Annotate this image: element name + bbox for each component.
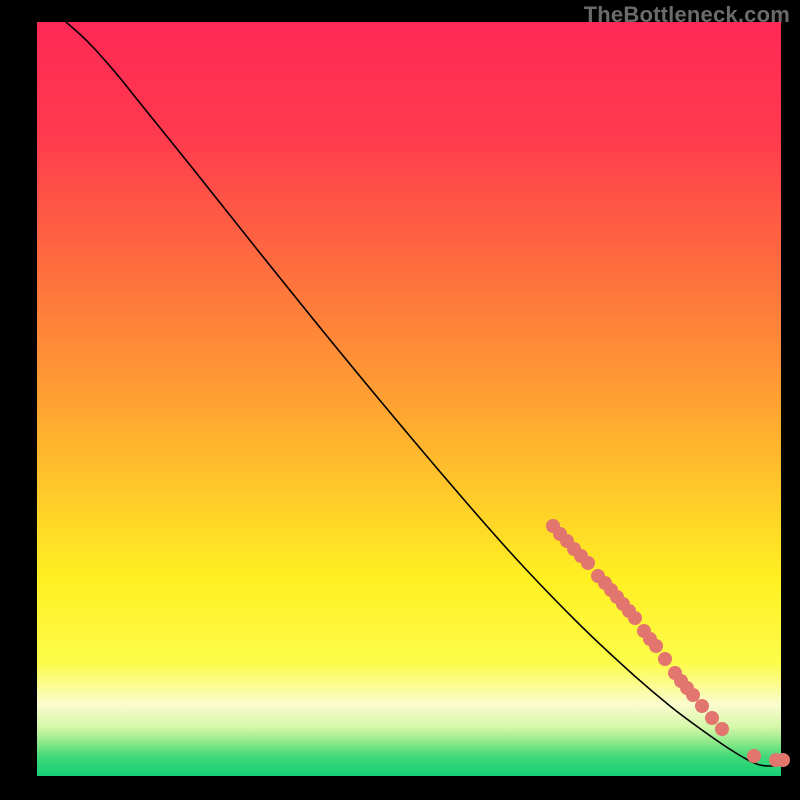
data-point xyxy=(747,749,761,763)
data-point xyxy=(649,639,663,653)
data-point xyxy=(695,699,709,713)
data-point xyxy=(705,711,719,725)
data-point xyxy=(658,652,672,666)
data-point xyxy=(628,611,642,625)
data-point xyxy=(686,688,700,702)
chart-root: TheBottleneck.com xyxy=(0,0,800,800)
data-point xyxy=(776,753,790,767)
watermark-text: TheBottleneck.com xyxy=(584,2,790,28)
data-point xyxy=(715,722,729,736)
data-point xyxy=(581,556,595,570)
gradient-chart xyxy=(0,0,800,800)
